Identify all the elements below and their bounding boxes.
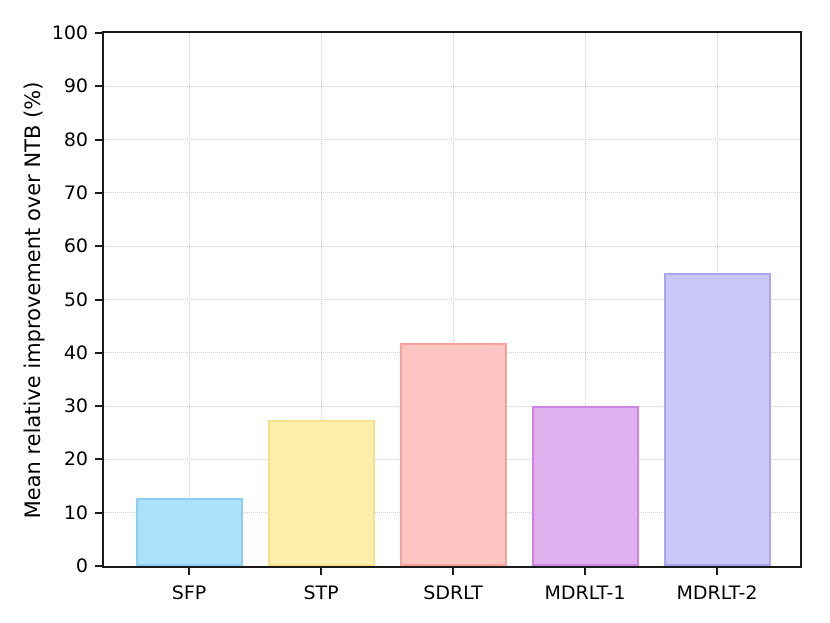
horizontal-gridline: [104, 192, 800, 194]
y-tick-label: 50: [63, 288, 88, 311]
y-tick-label: 60: [63, 235, 88, 258]
y-tick-mark: [95, 351, 102, 354]
x-tick-mark: [584, 568, 586, 575]
x-tick-label-mdrlt-1: MDRLT-1: [544, 582, 626, 604]
x-tick-mark: [716, 568, 718, 575]
y-tick-label: 10: [63, 501, 88, 524]
y-tick-label: 70: [63, 181, 88, 204]
x-tick-mark: [188, 568, 190, 575]
bar-sfp: [135, 498, 243, 566]
y-tick-label: 20: [63, 448, 88, 471]
y-tick-label: 90: [63, 75, 88, 98]
x-tick-label-sfp: SFP: [171, 582, 207, 604]
horizontal-gridline: [104, 85, 800, 87]
y-tick-mark: [95, 405, 102, 408]
vertical-gridline: [452, 33, 454, 566]
horizontal-gridline: [104, 299, 800, 300]
bar-stp: [267, 420, 375, 566]
y-tick-mark: [95, 565, 102, 567]
y-tick-mark: [95, 245, 102, 248]
y-tick-label: 80: [63, 128, 88, 151]
vertical-gridline: [320, 33, 322, 566]
y-tick-mark: [95, 298, 102, 301]
horizontal-gridline: [104, 139, 800, 141]
y-tick-mark: [95, 85, 102, 88]
y-tick-label: 0: [75, 555, 88, 577]
x-tick-label-stp: STP: [303, 582, 339, 604]
bar-mdrlt-1: [531, 406, 639, 566]
y-tick-mark: [95, 511, 102, 514]
bar-mdrlt-2: [663, 273, 771, 566]
x-tick-label-mdrlt-2: MDRLT-2: [676, 582, 758, 604]
x-tick-mark: [320, 568, 322, 575]
y-tick-mark: [95, 138, 102, 141]
x-tick-label-sdrlt: SDRLT: [423, 582, 483, 604]
plot-area: 0 10 20 30 40 50 60 70 80 90 100 SFP STP SDRLT MDRLT-1…: [52, 22, 802, 604]
y-tick-mark: [95, 458, 102, 461]
y-tick-label: 40: [63, 341, 88, 364]
horizontal-gridline: [104, 245, 800, 247]
vertical-gridline: [584, 33, 586, 566]
y-tick-mark: [95, 32, 102, 34]
bar-sdrlt: [399, 343, 507, 566]
x-tick-mark: [452, 568, 454, 575]
y-tick-label: 100: [51, 22, 88, 44]
vertical-gridline: [188, 33, 190, 566]
y-tick-mark: [95, 191, 102, 194]
y-tick-label: 30: [63, 395, 88, 418]
